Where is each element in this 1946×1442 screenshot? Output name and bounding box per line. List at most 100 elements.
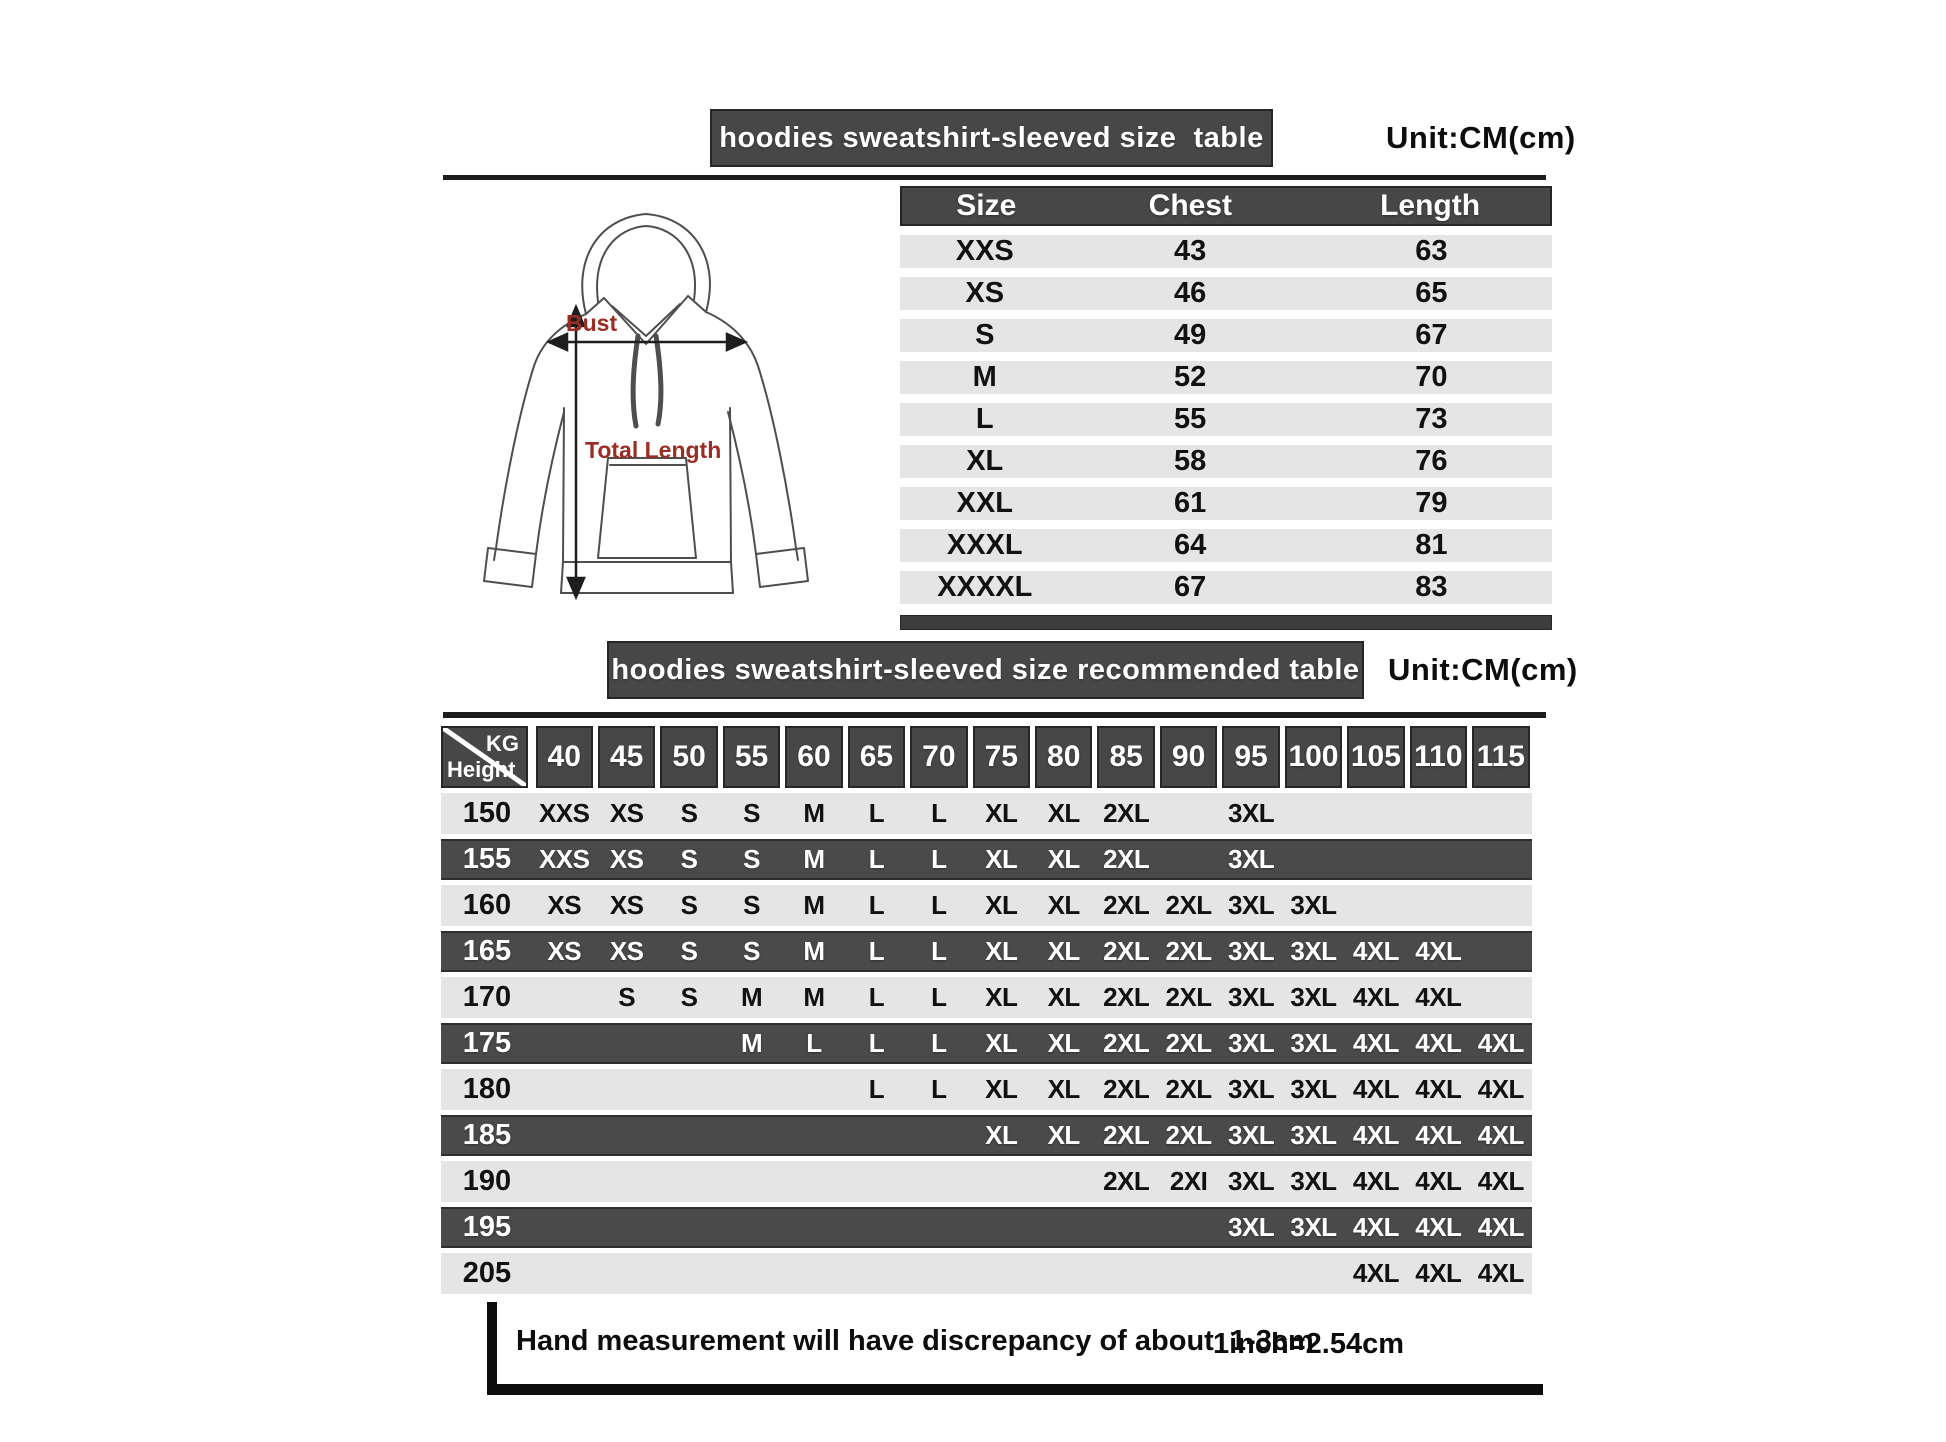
recommended-size-cell: 2XL xyxy=(1165,936,1213,966)
chest-cell: 67 xyxy=(1174,571,1207,603)
recommended-size-cell: L xyxy=(868,890,885,920)
recommended-size-cell: S xyxy=(680,798,698,828)
recommended-size-cell: XL xyxy=(1047,798,1081,828)
recommended-size-cell: 3XL xyxy=(1227,982,1275,1012)
recommended-size-cell: M xyxy=(740,1028,763,1058)
recommended-size-cell: 4XL xyxy=(1415,1258,1462,1288)
recommended-size-cell: XL xyxy=(1047,844,1081,874)
size-table-body: XXS 43 63 XS 46 65 S 49 67 M 52 70 L 55 73 XL 58 76 XXL 61 7… xyxy=(900,235,1552,604)
recommended-size-cell: L xyxy=(868,936,885,966)
size-cell: S xyxy=(975,319,995,351)
matrix-body: 150 XXS XS S S M L L XL XL 2XL 3XL 155 XXS XS S S M L L XL XL… xyxy=(441,793,1532,1294)
recommended-size-cell: 4XL xyxy=(1352,982,1400,1012)
recommended-size-matrix: KG Height 40 45 50 55 60 65 70 75 80 85 90 95 100 105… xyxy=(441,726,1532,1294)
recommended-size-cell: 2XL xyxy=(1165,982,1213,1012)
recommended-size-cell: XS xyxy=(547,890,582,920)
size-table-row: XS 46 65 xyxy=(900,277,1552,310)
recommended-size-cell: M xyxy=(803,844,825,874)
weight-column-header: 85 xyxy=(1097,726,1155,788)
size-cell: L xyxy=(975,403,994,435)
chest-cell: 64 xyxy=(1174,529,1207,561)
matrix-row: 150 XXS XS S S M L L XL XL 2XL 3XL xyxy=(441,793,1532,834)
weight-column-header: 80 xyxy=(1035,726,1093,788)
chest-cell: 49 xyxy=(1174,319,1207,351)
weight-column-header: 50 xyxy=(660,726,718,788)
size-table-row: XXL 61 79 xyxy=(900,487,1552,520)
length-cell: 79 xyxy=(1415,487,1448,519)
recommended-size-cell: 3XL xyxy=(1290,982,1337,1012)
recommended-size-cell: 3XL xyxy=(1290,1212,1337,1242)
recommended-size-cell: L xyxy=(806,1028,822,1058)
recommended-size-cell: 2XL xyxy=(1103,890,1150,920)
recommended-size-cell: 4XL xyxy=(1352,1028,1400,1058)
weight-column-header: 55 xyxy=(722,726,781,788)
recommended-size-cell: XL xyxy=(985,1074,1018,1104)
hoodie-diagram: Bust Total Length xyxy=(483,213,809,601)
recommended-size-cell: XL xyxy=(1047,890,1081,920)
recommended-size-cell: 2XI xyxy=(1169,1166,1208,1196)
recommended-size-cell: XS xyxy=(609,890,644,920)
recommended-size-cell: XL xyxy=(985,1028,1018,1058)
chest-cell: 52 xyxy=(1174,361,1207,393)
recommended-size-cell: 4XL xyxy=(1352,1212,1400,1242)
matrix-header-row: KG Height 40 45 50 55 60 65 70 75 80 85 90 95 100 105… xyxy=(441,726,1532,788)
matrix-row: 205 4XL 4XL 4XL xyxy=(441,1253,1532,1294)
recommended-size-cell: S xyxy=(680,844,698,874)
recommended-size-cell: XS xyxy=(609,798,644,828)
recommended-size-cell: 4XL xyxy=(1477,1212,1525,1242)
recommended-size-cell: 2XL xyxy=(1165,1074,1213,1104)
size-cell: XS xyxy=(965,277,1005,309)
weight-column-header: 105 xyxy=(1347,726,1405,788)
recommended-size-cell: 3XL xyxy=(1290,1028,1337,1058)
size-table-row: XL 58 76 xyxy=(900,445,1552,478)
recommended-size-cell: 3XL xyxy=(1227,1028,1275,1058)
recommended-size-cell: XS xyxy=(547,936,582,966)
recommended-size-cell: 4XL xyxy=(1477,1028,1525,1058)
size-cell: XXXL xyxy=(946,529,1023,561)
size-table-unit-label: Unit:CM(cm) xyxy=(1386,120,1576,155)
recommended-size-cell: XL xyxy=(1047,982,1081,1012)
recommended-size-cell: S xyxy=(680,982,698,1012)
weight-column-header: 95 xyxy=(1222,726,1280,788)
matrix-row: 190 2XL 2XI 3XL 3XL 4XL 4XL 4XL xyxy=(441,1161,1532,1202)
recommended-size-cell: 2XL xyxy=(1103,1120,1150,1150)
recommended-size-cell: 2XL xyxy=(1103,1028,1150,1058)
height-label: 205 xyxy=(462,1257,512,1289)
recommended-size-cell: L xyxy=(931,798,947,828)
length-cell: 76 xyxy=(1415,445,1448,477)
recommended-size-cell: M xyxy=(803,798,825,828)
size-cell: M xyxy=(972,361,997,393)
recommended-size-cell: L xyxy=(868,982,885,1012)
height-label: 170 xyxy=(462,981,512,1013)
recommended-size-cell: 4XL xyxy=(1415,982,1462,1012)
column-header-size: Size xyxy=(956,189,1017,222)
height-label: 165 xyxy=(462,935,512,967)
size-table-row: L 55 73 xyxy=(900,403,1552,436)
length-cell: 70 xyxy=(1415,361,1448,393)
recommended-size-cell: S xyxy=(680,890,698,920)
recommended-size-cell: XL xyxy=(1047,1074,1081,1104)
recommended-size-cell: 2XL xyxy=(1103,936,1150,966)
recommended-size-cell: 4XL xyxy=(1415,1212,1462,1242)
weight-column-header: 100 xyxy=(1284,726,1343,788)
length-cell: 83 xyxy=(1415,571,1448,603)
recommended-size-cell: XS xyxy=(609,844,644,874)
size-table-row: M 52 70 xyxy=(900,361,1552,394)
recommended-size-cell: XL xyxy=(1047,1028,1081,1058)
height-label: 150 xyxy=(462,797,512,829)
recommended-size-cell: M xyxy=(803,936,825,966)
recommended-table-title-bar: hoodies sweatshirt-sleeved size recommen… xyxy=(607,641,1364,699)
recommended-size-cell: 3XL xyxy=(1290,936,1337,966)
recommended-size-cell: 2XL xyxy=(1103,1166,1150,1196)
weight-column-header: 90 xyxy=(1159,726,1218,788)
recommended-size-cell: 3XL xyxy=(1227,844,1275,874)
weight-column-header: 65 xyxy=(847,726,906,788)
recommended-size-cell: 4XL xyxy=(1352,1074,1400,1104)
column-header-length: Length xyxy=(1380,189,1481,222)
recommended-size-cell: 4XL xyxy=(1477,1074,1525,1104)
measure-arrows xyxy=(545,303,749,601)
weight-column-header: 60 xyxy=(785,726,843,788)
size-cell: XXXXL xyxy=(937,571,1033,603)
recommended-size-cell: 4XL xyxy=(1415,1074,1462,1104)
corner-kg-label: KG xyxy=(486,731,519,756)
